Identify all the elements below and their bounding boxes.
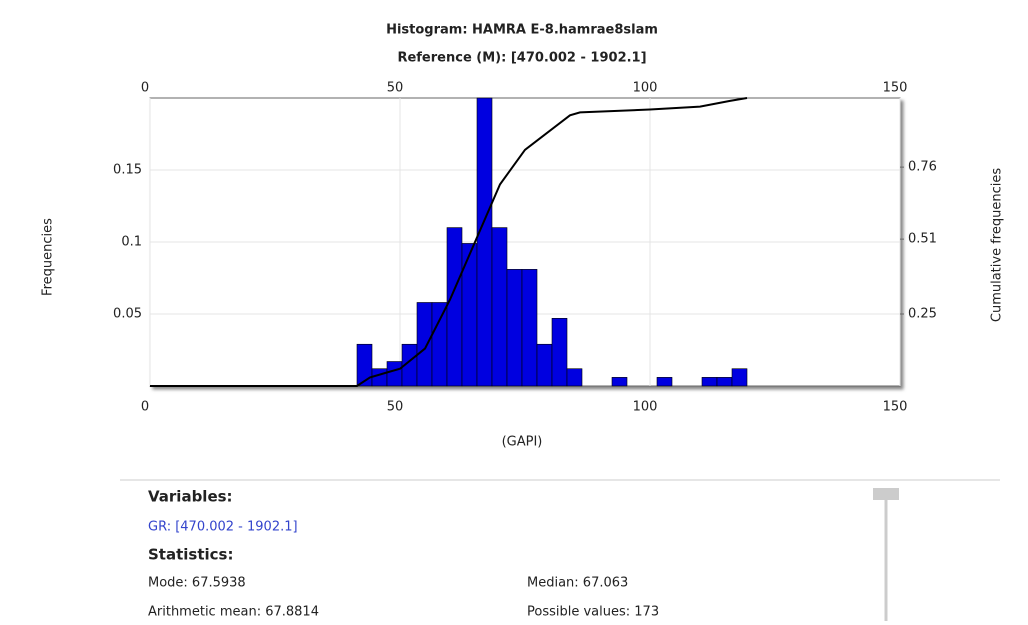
y-axis-title: Frequencies [41,218,56,296]
scrollbar-thumb[interactable] [873,488,899,500]
bar [731,368,748,387]
statistics-heading: Statistics: [148,546,233,564]
bar [476,97,493,387]
bar [416,302,433,387]
bar [506,269,523,387]
y-tick-label: 0.1 [121,235,142,250]
x-top-tick-label: 50 [387,81,404,96]
variable[interactable]: GR: [470.002 - 1902.1] [148,520,298,535]
y2-axis-title: Cumulative frequencies [990,168,1005,322]
bar [356,343,373,387]
x-tick-label: 100 [633,400,658,415]
y2-tick-label: 0.51 [908,232,937,247]
stat: Possible values: 173 [527,605,659,620]
bar [716,377,733,387]
y-tick-label: 0.15 [113,163,142,178]
stat: Mode: 67.5938 [148,576,246,591]
x-top-tick-label: 0 [141,81,149,96]
x-tick-label: 0 [141,400,149,415]
x-axis-title: (GAPI) [502,435,543,450]
y2-tick-label: 0.25 [908,307,937,322]
x-top-tick-label: 150 [883,81,908,96]
y-tick-label: 0.05 [113,307,142,322]
bar [371,368,388,387]
x-top-tick-label: 100 [633,81,658,96]
bar [431,302,448,387]
stat: Arithmetic mean: 67.8814 [148,605,319,620]
chart-title: Histogram: HAMRA E-8.hamrae8slam [386,23,658,38]
chart-subtitle: Reference (M): [470.002 - 1902.1] [397,51,646,66]
bar [386,361,403,387]
bar [491,227,508,387]
bar [566,368,583,387]
bar [536,343,553,387]
stat: Median: 67.063 [527,576,628,591]
bar [551,318,568,387]
x-tick-label: 50 [387,400,404,415]
x-tick-label: 150 [883,400,908,415]
bar [611,377,628,387]
bar [656,377,673,387]
y2-tick-label: 0.76 [908,160,937,175]
variables-heading: Variables: [148,488,233,506]
cumulative-line [150,97,748,387]
bar [521,269,538,387]
bar [701,377,718,387]
bar [446,227,463,387]
